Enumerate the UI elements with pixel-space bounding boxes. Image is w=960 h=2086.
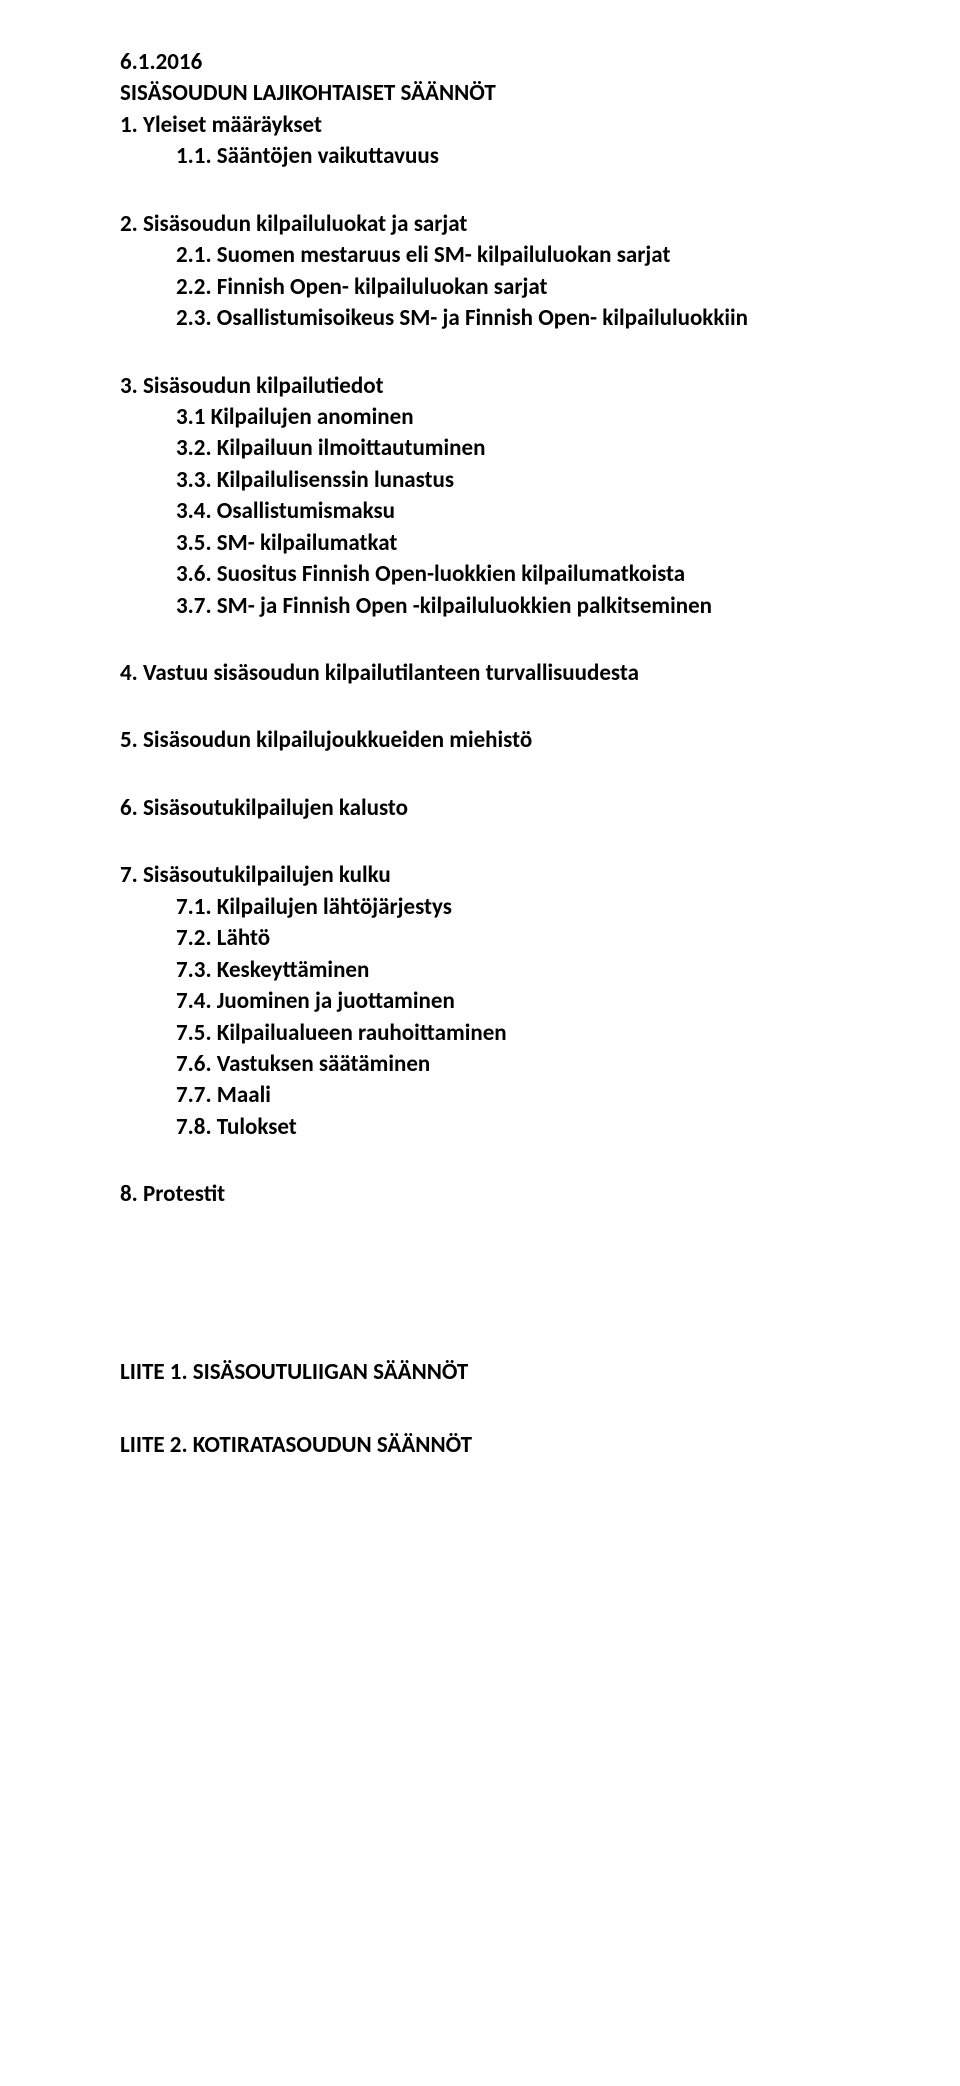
section-heading: 7. Sisäsoutukilpailujen kulku xyxy=(120,861,850,890)
section-item: 7.3. Keskeyttäminen xyxy=(120,956,850,985)
section-item: 7.8. Tulokset xyxy=(120,1113,850,1142)
section-item: 2.3. Osallistumisoikeus SM- ja Finnish O… xyxy=(120,304,850,333)
section-heading: 5. Sisäsoudun kilpailujoukkueiden miehis… xyxy=(120,726,850,755)
section-item: 7.7. Maali xyxy=(120,1081,850,1110)
section-item: 7.6. Vastuksen säätäminen xyxy=(120,1050,850,1079)
section-item: 7.5. Kilpailualueen rauhoittaminen xyxy=(120,1019,850,1048)
appendix-1: LIITE 1. SISÄSOUTULIIGAN SÄÄNNÖT xyxy=(120,1358,850,1387)
section-item: 3.7. SM- ja Finnish Open -kilpailuluokki… xyxy=(120,592,850,621)
section-heading: 4. Vastuu sisäsoudun kilpailutilanteen t… xyxy=(120,659,850,688)
section-heading: 1. Yleiset määräykset xyxy=(120,111,850,140)
section-item: 3.2. Kilpailuun ilmoittautuminen xyxy=(120,434,850,463)
spacer xyxy=(120,1248,850,1348)
document-page: 6.1.2016 SISÄSOUDUN LAJIKOHTAISET SÄÄNNÖ… xyxy=(0,0,960,2086)
section-heading: 3. Sisäsoudun kilpailutiedot xyxy=(120,372,850,401)
spacer xyxy=(120,1389,850,1421)
document-date: 6.1.2016 xyxy=(120,48,850,77)
section-item: 2.2. Finnish Open- kilpailuluokan sarjat xyxy=(120,273,850,302)
section-item: 7.2. Lähtö xyxy=(120,924,850,953)
section-3: 3. Sisäsoudun kilpailutiedot 3.1 Kilpail… xyxy=(120,372,850,622)
section-item: 3.1 Kilpailujen anominen xyxy=(120,403,850,432)
section-item: 1.1. Sääntöjen vaikuttavuus xyxy=(120,142,850,171)
section-1: 1. Yleiset määräykset 1.1. Sääntöjen vai… xyxy=(120,111,850,172)
section-item: 7.1. Kilpailujen lähtöjärjestys xyxy=(120,893,850,922)
appendix-2: LIITE 2. KOTIRATASOUDUN SÄÄNNÖT xyxy=(120,1431,850,1460)
section-item: 3.4. Osallistumismaksu xyxy=(120,497,850,526)
section-6: 6. Sisäsoutukilpailujen kalusto xyxy=(120,794,850,823)
section-5: 5. Sisäsoudun kilpailujoukkueiden miehis… xyxy=(120,726,850,755)
section-heading: 6. Sisäsoutukilpailujen kalusto xyxy=(120,794,850,823)
section-8: 8. Protestit xyxy=(120,1180,850,1209)
section-4: 4. Vastuu sisäsoudun kilpailutilanteen t… xyxy=(120,659,850,688)
document-title: SISÄSOUDUN LAJIKOHTAISET SÄÄNNÖT xyxy=(120,79,850,108)
section-item: 3.6. Suositus Finnish Open-luokkien kilp… xyxy=(120,560,850,589)
section-heading: 2. Sisäsoudun kilpailuluokat ja sarjat xyxy=(120,210,850,239)
section-item: 3.3. Kilpailulisenssin lunastus xyxy=(120,466,850,495)
section-item: 2.1. Suomen mestaruus eli SM- kilpailulu… xyxy=(120,241,850,270)
section-7: 7. Sisäsoutukilpailujen kulku 7.1. Kilpa… xyxy=(120,861,850,1142)
section-2: 2. Sisäsoudun kilpailuluokat ja sarjat 2… xyxy=(120,210,850,334)
section-item: 7.4. Juominen ja juottaminen xyxy=(120,987,850,1016)
section-heading: 8. Protestit xyxy=(120,1180,850,1209)
section-item: 3.5. SM- kilpailumatkat xyxy=(120,529,850,558)
